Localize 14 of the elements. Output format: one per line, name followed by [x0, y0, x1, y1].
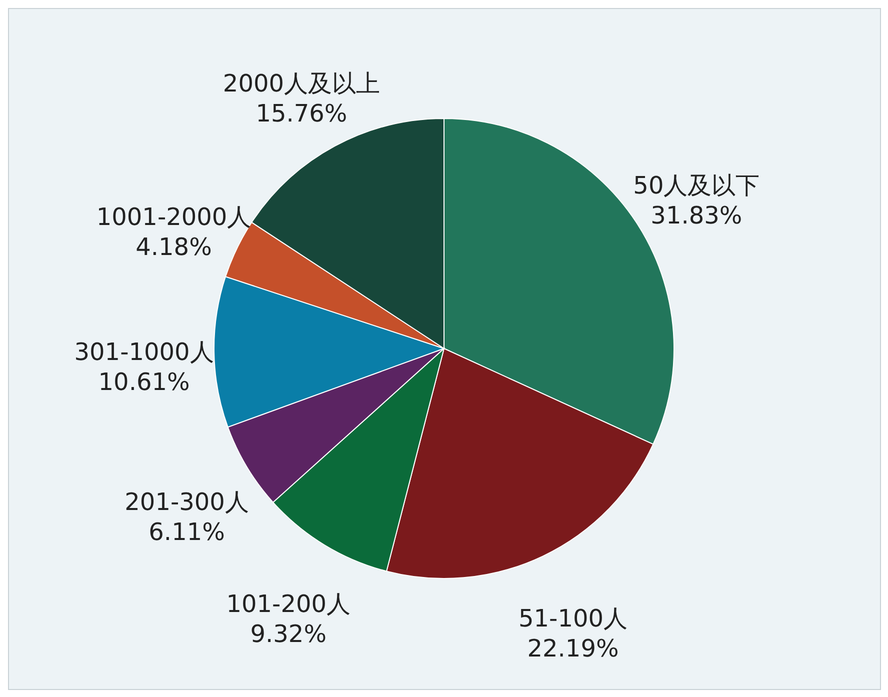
- data-label: 4.18%: [136, 233, 212, 262]
- slice-label: 51-100人: [518, 604, 628, 632]
- data-label: 6.11%: [148, 518, 225, 546]
- data-label: 15.76%: [256, 100, 348, 128]
- slice-label: 50人及以下: [633, 171, 760, 200]
- data-label: 22.19%: [527, 634, 619, 662]
- data-label: 9.32%: [250, 620, 326, 648]
- slice-label: 101-200人: [226, 590, 351, 618]
- data-label: 10.61%: [98, 368, 190, 396]
- slice-label: 301-1000人: [74, 338, 214, 366]
- slice-label: 1001-2000人: [96, 203, 252, 232]
- data-label: 31.83%: [650, 201, 742, 230]
- slice-label: 2000人及以上: [222, 70, 380, 98]
- slice-label: 201-300人: [124, 488, 249, 516]
